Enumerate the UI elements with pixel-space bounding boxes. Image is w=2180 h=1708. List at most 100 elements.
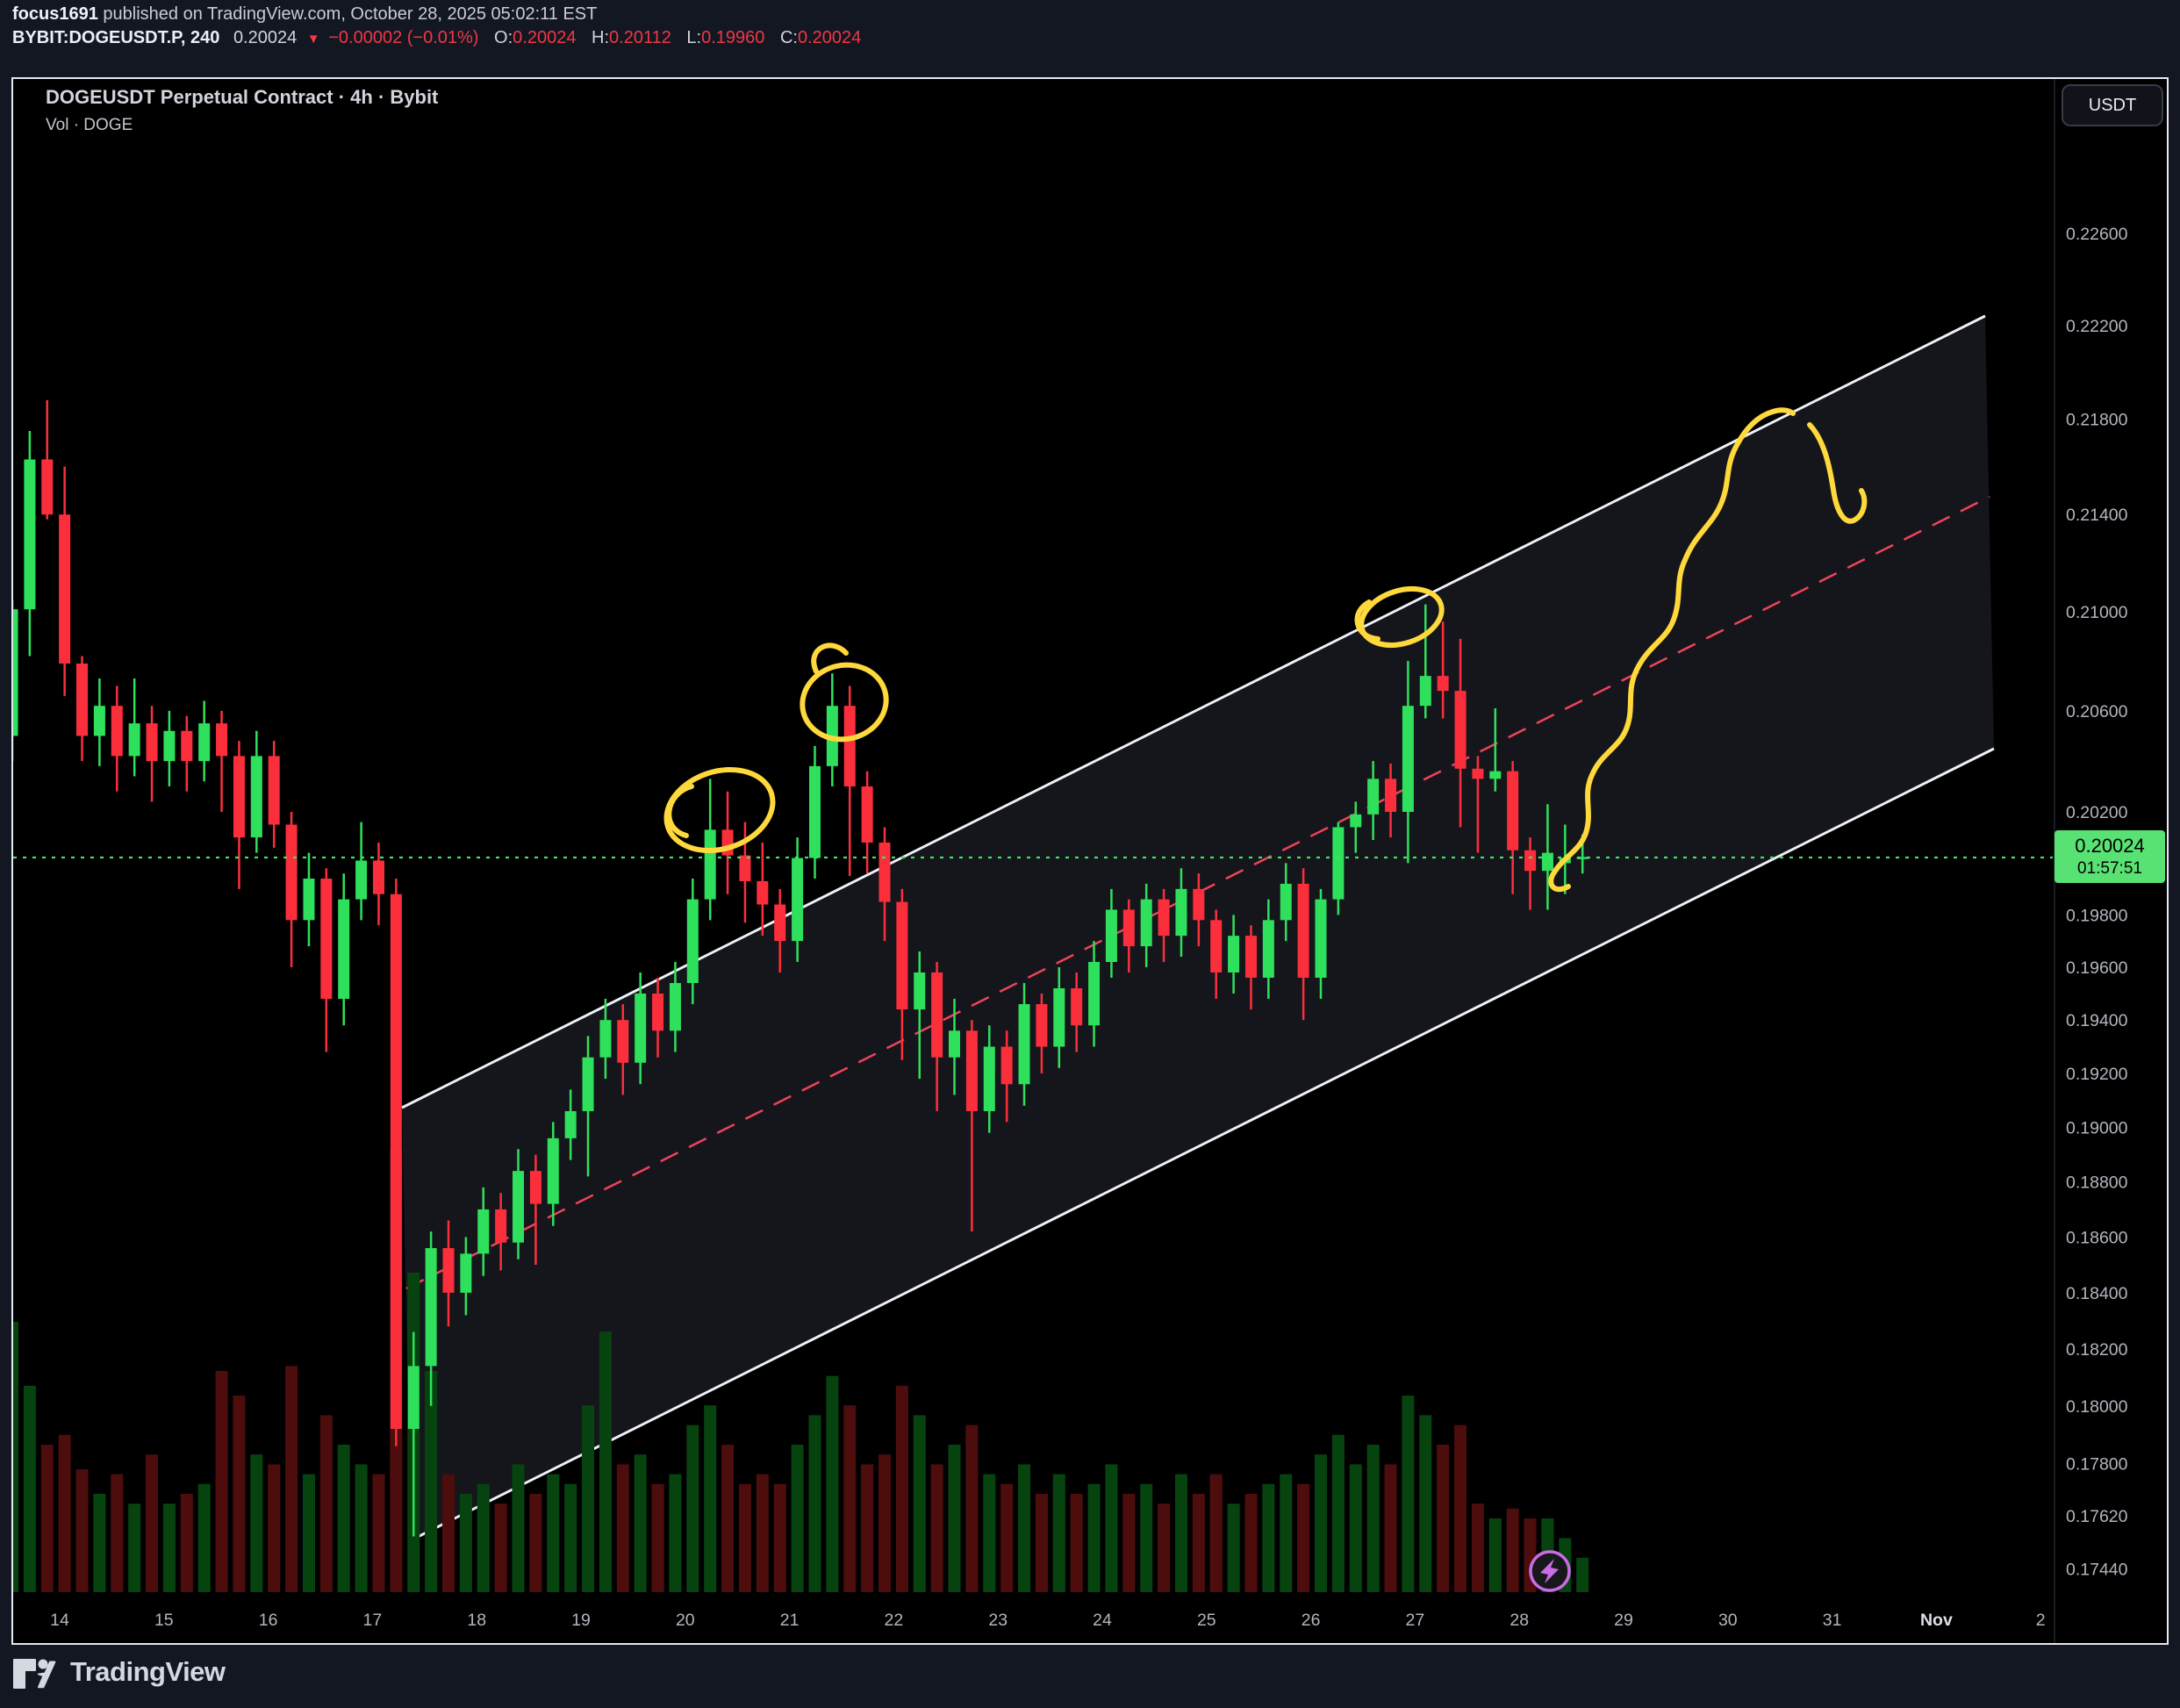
candle-body [878, 842, 891, 902]
volume-bar [773, 1483, 786, 1592]
time-axis-label: 14 [50, 1611, 69, 1630]
bar-close-countdown: 01:57:51 [2077, 859, 2142, 878]
volume-bar [337, 1445, 350, 1592]
candle-body [320, 879, 333, 1000]
candle-body [635, 994, 647, 1063]
volume-bar [285, 1366, 298, 1592]
candle-body [1018, 1004, 1030, 1085]
candle-body [1140, 899, 1152, 947]
candle-body [1036, 1004, 1048, 1047]
volume-bar [738, 1483, 751, 1592]
candle-body [495, 1209, 507, 1243]
plot-area[interactable] [6, 314, 2055, 1592]
candle-body [460, 1253, 472, 1293]
circle3-overlap[interactable] [1354, 599, 1380, 642]
tradingview-attribution[interactable]: TradingView [12, 1654, 226, 1690]
price-axis-label: 0.19200 [2066, 1065, 2128, 1084]
time-axis-label: 18 [467, 1611, 486, 1630]
volume-bar [1454, 1425, 1467, 1592]
price-axis-label: 0.21800 [2066, 411, 2128, 430]
projection-squiggle-tip[interactable] [1807, 422, 1868, 524]
candle-body [285, 824, 298, 921]
volume-bar [547, 1474, 560, 1592]
candle-body [1419, 676, 1431, 707]
candle-body [757, 880, 769, 905]
price-axis-label: 0.17620 [2066, 1507, 2128, 1526]
candle-body [669, 982, 681, 1031]
candle-body [1262, 920, 1274, 978]
time-axis-label: 24 [1093, 1611, 1112, 1630]
circle1-overlap[interactable] [666, 784, 694, 838]
time-axis[interactable]: 14 15 16 17 18 19 20 21 22 23 24 25 26 27 28 29 30 31 Nov 2 [50, 1611, 2045, 1630]
candle-body [861, 786, 873, 843]
candle-body [547, 1137, 559, 1204]
candle-body [355, 860, 368, 900]
time-axis-label: 23 [988, 1611, 1008, 1630]
candle-body [390, 893, 402, 1430]
circle-oct20-top[interactable] [656, 757, 783, 864]
chart-frame [11, 77, 2169, 1645]
volume-bar [843, 1405, 857, 1592]
candle-body [1175, 888, 1187, 937]
open-value: 0.20024 [513, 28, 577, 47]
volume-bar [1506, 1508, 1519, 1592]
candle-body [442, 1248, 455, 1293]
candle-body [792, 858, 804, 942]
candle-body [1385, 779, 1397, 812]
volume-bar [930, 1464, 943, 1592]
volume-bar [180, 1494, 193, 1592]
drawing-annotations[interactable] [656, 407, 1868, 893]
projection-squiggle[interactable] [1548, 407, 1796, 893]
price-axis-label: 0.20200 [2066, 803, 2128, 822]
price-axis-label: 0.17800 [2066, 1454, 2128, 1474]
volume-bar [215, 1371, 228, 1592]
volume-bar [965, 1425, 979, 1592]
candle-body [704, 829, 716, 900]
candle-body [686, 899, 699, 983]
channel-upper-line[interactable] [401, 314, 1986, 1109]
price-axis-label: 0.18200 [2066, 1340, 2128, 1360]
candle-body [477, 1209, 490, 1254]
tradingview-logo-icon [13, 1659, 56, 1689]
time-axis-label: 17 [363, 1611, 383, 1630]
candle-body [1402, 706, 1414, 812]
volume-bar [425, 1371, 438, 1592]
high-value: 0.20112 [609, 28, 671, 47]
candle-body [128, 723, 140, 757]
currency-toggle-button[interactable]: USDT [2062, 84, 2163, 126]
price-axis-label: 0.22600 [2066, 225, 2128, 244]
volume-bar [128, 1503, 141, 1592]
channel-lower-line[interactable] [410, 747, 1995, 1542]
candle-body [1524, 850, 1537, 872]
high-label: H: [592, 28, 610, 47]
price-down-icon: ▼ [306, 32, 320, 47]
volume-bar [162, 1503, 176, 1592]
circle2-tail[interactable] [811, 642, 849, 674]
time-axis-label: 15 [154, 1611, 174, 1630]
circle-oct21-top[interactable] [794, 657, 893, 749]
volume-bar [1174, 1474, 1187, 1592]
candle-body [268, 756, 280, 825]
volume-bar [197, 1483, 211, 1592]
candle-body [1576, 857, 1588, 859]
candle-body [93, 706, 105, 736]
candle-body [1332, 827, 1345, 900]
candle-body [1071, 987, 1083, 1026]
candle-body [652, 994, 664, 1031]
candle-body [1244, 936, 1257, 978]
price-axis[interactable]: 0.22600 0.22200 0.21800 0.21400 0.21000 0.206… [2066, 225, 2128, 1579]
candle-body [1489, 771, 1502, 779]
candle-body [338, 899, 350, 1000]
candle-body [1053, 987, 1065, 1047]
candle-body [216, 723, 228, 757]
volume-legend: Vol · DOGE [46, 116, 133, 134]
candle-body [163, 730, 176, 762]
volume-bar [40, 1445, 54, 1592]
candle-body [1088, 962, 1101, 1026]
candle-body [1437, 676, 1449, 692]
flash-marker[interactable] [1529, 1550, 1571, 1592]
publish-info: focus1691 published on TradingView.com, … [12, 4, 597, 25]
volume-bar [948, 1445, 961, 1592]
volume-bar [826, 1375, 839, 1592]
